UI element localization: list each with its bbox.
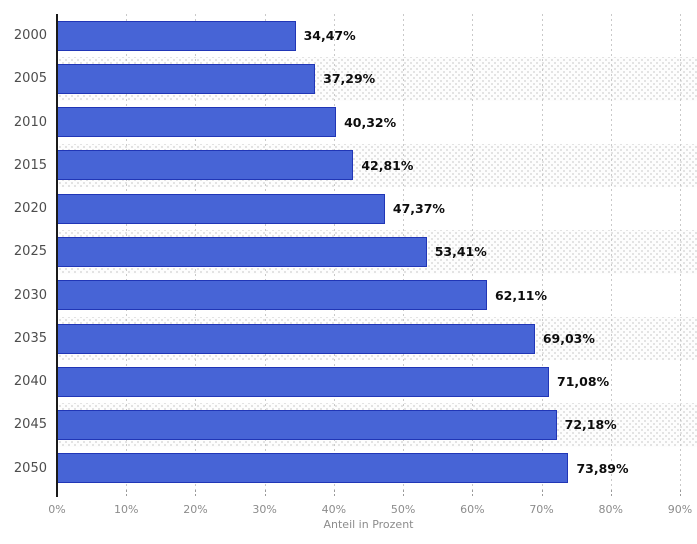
bar bbox=[57, 20, 296, 51]
x-tick-label: 30% bbox=[252, 503, 277, 516]
category-label: 2035 bbox=[13, 330, 47, 346]
bar bbox=[57, 107, 337, 138]
category-label: 2000 bbox=[13, 28, 47, 43]
value-label: 34,47% bbox=[303, 28, 356, 43]
value-label: 47,37% bbox=[392, 201, 445, 217]
value-label: 71,08% bbox=[557, 374, 610, 390]
bar bbox=[57, 453, 569, 484]
gridline bbox=[541, 14, 543, 490]
gridline bbox=[680, 14, 681, 490]
category-label: 2050 bbox=[13, 460, 47, 476]
bar bbox=[57, 323, 535, 354]
category-label: 2040 bbox=[13, 374, 47, 390]
value-label: 40,32% bbox=[344, 114, 397, 130]
category-label: 2025 bbox=[13, 244, 47, 260]
bar bbox=[57, 237, 427, 267]
x-tick-label: 50% bbox=[390, 503, 416, 516]
bar bbox=[57, 150, 354, 181]
category-label: 2005 bbox=[13, 71, 47, 87]
x-tick-label: 0% bbox=[48, 503, 66, 516]
axis-tick bbox=[195, 490, 197, 497]
x-tick-label: 60% bbox=[460, 503, 485, 516]
bar bbox=[57, 280, 487, 311]
value-label: 42,81% bbox=[361, 157, 414, 173]
bar bbox=[57, 193, 385, 224]
value-label: 73,89% bbox=[576, 460, 629, 476]
y-axis-line bbox=[56, 14, 58, 497]
x-axis-title: Anteil in Prozent bbox=[323, 518, 414, 531]
x-tick-label: 10% bbox=[113, 503, 139, 516]
axis-tick bbox=[126, 490, 128, 497]
value-label: 37,29% bbox=[323, 71, 376, 87]
category-label: 2020 bbox=[13, 201, 47, 217]
category-label: 2015 bbox=[13, 157, 47, 173]
x-tick-label: 80% bbox=[598, 503, 623, 516]
x-tick-label: 40% bbox=[321, 503, 347, 516]
category-label: 2030 bbox=[13, 287, 47, 303]
x-tick-label: 90% bbox=[667, 503, 693, 516]
axis-tick bbox=[541, 490, 543, 497]
value-label: 53,41% bbox=[434, 244, 487, 260]
bar bbox=[57, 410, 557, 441]
axis-tick bbox=[472, 490, 474, 497]
x-tick-label: 20% bbox=[183, 503, 208, 516]
value-label: 62,11% bbox=[494, 287, 548, 303]
bar bbox=[57, 366, 550, 397]
bar bbox=[57, 63, 316, 94]
x-tick-label: 70% bbox=[529, 503, 554, 516]
category-label: 2010 bbox=[13, 114, 47, 130]
axis-tick bbox=[333, 490, 335, 497]
value-label: 69,03% bbox=[542, 330, 595, 346]
gridline bbox=[472, 14, 474, 490]
category-label: 2045 bbox=[13, 417, 47, 433]
gridline bbox=[610, 14, 612, 490]
axis-tick bbox=[610, 490, 612, 497]
axis-tick bbox=[680, 490, 681, 497]
axis-tick bbox=[403, 490, 405, 497]
value-label: 72,18% bbox=[564, 417, 617, 433]
axis-tick bbox=[264, 490, 266, 497]
